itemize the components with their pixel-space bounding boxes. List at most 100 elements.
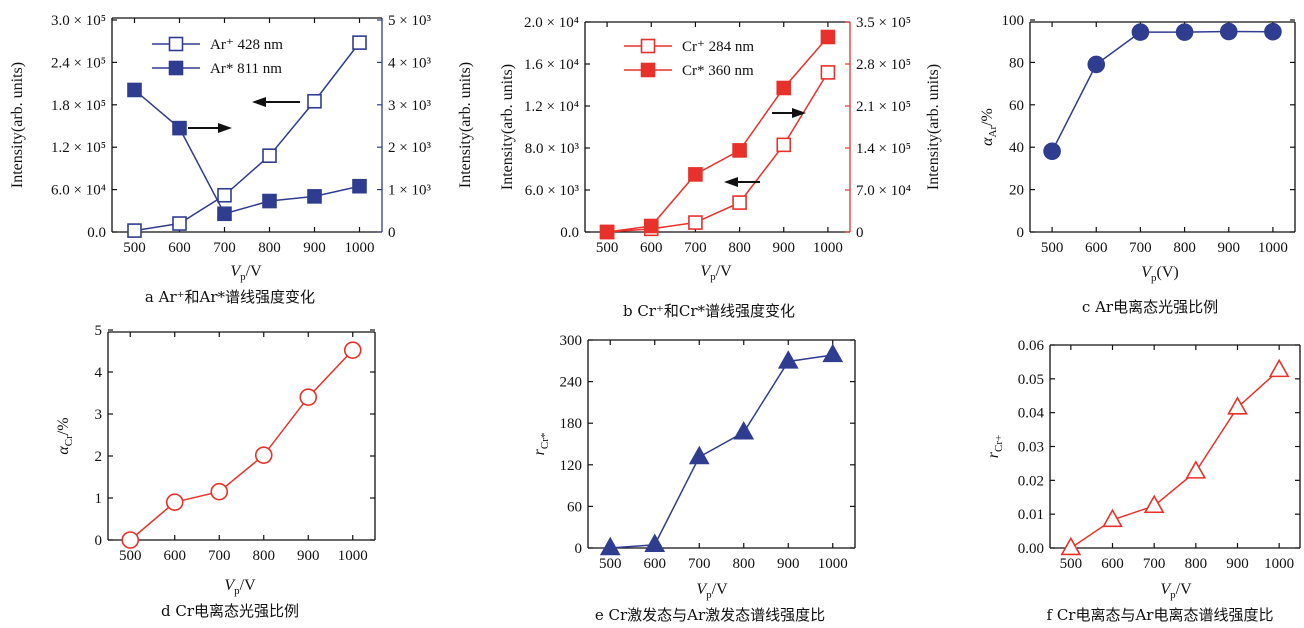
data-point-0 <box>127 82 142 98</box>
y-tick-label: 0 <box>1017 225 1025 241</box>
data-point-2 <box>688 215 703 230</box>
data-point-4 <box>776 80 792 96</box>
axis-label: rCr+ <box>985 435 1005 458</box>
x-tick-label: 500 <box>1041 240 1064 256</box>
data-point-2 <box>217 187 232 203</box>
series-cr-360-nm <box>599 29 836 240</box>
axis-label-subscript: p <box>1151 272 1157 284</box>
axis-label-unit: /V <box>246 263 262 280</box>
axis-label-subscript: Ar <box>987 126 999 138</box>
axis-label-subscript: Cr* <box>539 433 551 450</box>
axis-label: rCr* <box>531 433 551 456</box>
x-tick-label: 800 <box>1185 556 1208 572</box>
x-tick-label: 600 <box>640 240 663 256</box>
series-0 <box>599 343 844 556</box>
data-point-1 <box>165 493 184 512</box>
y-tick-label: 1.2 × 10⁵ <box>51 140 106 156</box>
x-tick-label: 900 <box>303 240 326 256</box>
axis-label-symbol: V <box>224 577 236 594</box>
arrow-head <box>724 177 738 187</box>
series-ar-428-nm <box>127 35 367 238</box>
y-tick-label: 120 <box>560 458 583 474</box>
data-point-2 <box>688 167 703 182</box>
arrow-head <box>252 97 266 107</box>
x-tick-label: 1000 <box>345 240 375 256</box>
x-tick-label: 700 <box>213 240 236 256</box>
y-tick-label: 60 <box>567 499 582 515</box>
chart-c: 500 600 700 800 900 1000 0 20 40 60 80 100 αAr/% Vp(V… <box>979 13 1296 316</box>
axis-label-unit: /% <box>979 108 996 126</box>
y-tick-label: 6.0 × 10³ <box>525 183 580 199</box>
x-tick-label: 700 <box>1143 556 1166 572</box>
figure-caption: e Cr激发态与Ar激发态谱线强度比 <box>595 606 825 624</box>
data-point-5 <box>820 65 836 80</box>
axis-label-unit: /V <box>712 581 728 598</box>
legend-item: Ar⁺ 428 nm <box>152 36 283 53</box>
data-point-0 <box>127 223 142 238</box>
series-line <box>1051 30 1273 152</box>
data-point-1 <box>172 216 187 231</box>
y-tick-label: 0.02 <box>1018 473 1044 489</box>
axis-label: αCr/% <box>55 417 75 454</box>
x-tick-label: 600 <box>644 556 667 572</box>
x-tick-label: 900 <box>297 548 320 564</box>
series-line <box>607 72 829 233</box>
x-tick-label: 700 <box>1129 240 1152 256</box>
arrow-right-b <box>772 108 806 118</box>
axis-label-subscript: p <box>1170 589 1176 601</box>
data-point-3 <box>1185 460 1207 479</box>
data-point-0 <box>599 224 615 240</box>
series-ar-811-nm <box>127 82 367 222</box>
series-line <box>134 89 360 215</box>
x-tick-label: 500 <box>119 548 142 564</box>
y-tick-right-label: 2.1 × 10⁵ <box>856 99 911 115</box>
x-tick-label: 500 <box>123 240 146 256</box>
y-tick-label: 20 <box>1009 183 1024 199</box>
y-tick-label: 240 <box>560 375 583 391</box>
y-tick-label: 0.06 <box>1018 338 1045 354</box>
x-tick-label: 800 <box>733 556 756 572</box>
axis-label: αAr/% <box>979 108 999 146</box>
axis-label-symbol: V <box>230 263 242 280</box>
x-tick-label: 600 <box>168 240 191 256</box>
data-point-0 <box>121 531 140 549</box>
y-tick-right-label: 1.4 × 10⁵ <box>856 141 911 157</box>
chart-d: 500 600 700 800 900 1000 0 1 2 3 4 5 αCr/% Vp/V d Cr电离… <box>55 323 376 620</box>
axis-label-symbol: r <box>985 451 1002 458</box>
x-tick-label: 800 <box>728 240 751 256</box>
y-tick-label: 1.6 × 10⁴ <box>524 57 579 73</box>
y-tick-label: 1.2 × 10⁴ <box>524 99 579 115</box>
series-line <box>134 42 361 232</box>
y-tick-label: 0.03 <box>1018 440 1044 456</box>
legend-item: Ar* 811 nm <box>152 60 282 77</box>
data-point-5 <box>820 29 836 45</box>
data-point-0 <box>1060 536 1082 556</box>
y-tick-label: 4 <box>95 365 103 381</box>
y-tick-label: 8.0 × 10³ <box>525 141 580 157</box>
axis-label-subscript: Cr <box>63 435 75 446</box>
axis-label-symbol: r <box>531 448 548 455</box>
data-point-1 <box>1102 508 1123 528</box>
axis-label-symbol: α <box>55 446 72 455</box>
data-point-legend <box>640 62 656 78</box>
figure-caption: d Cr电离态光强比例 <box>161 602 299 620</box>
y-tick-label: 0.05 <box>1018 372 1044 388</box>
y-tick-label: 3 <box>95 407 103 423</box>
data-point-4 <box>1219 22 1238 41</box>
axis-label-symbol: V <box>1160 581 1172 598</box>
y-tick-label: 1.8 × 10⁵ <box>51 98 106 114</box>
axis-label: Vp(V) <box>1141 264 1179 284</box>
y-tick-right-label: 2.8 × 10⁵ <box>856 57 911 73</box>
x-tick-label: 900 <box>1218 240 1241 256</box>
series-cr-284-nm <box>599 65 836 240</box>
x-tick-label: 700 <box>688 556 711 572</box>
data-point-legend <box>168 36 184 52</box>
x-tick-label: 1000 <box>818 556 848 572</box>
series-0 <box>1060 358 1290 556</box>
y-tick-label: 80 <box>1009 55 1024 71</box>
y-tick-label: 2.0 × 10⁴ <box>524 15 579 31</box>
axis-label-symbol: V <box>1141 264 1153 281</box>
legend-item: Cr* 360 nm <box>624 62 754 79</box>
x-tick-label: 900 <box>777 556 800 572</box>
axis-label-symbol: V <box>700 263 712 280</box>
